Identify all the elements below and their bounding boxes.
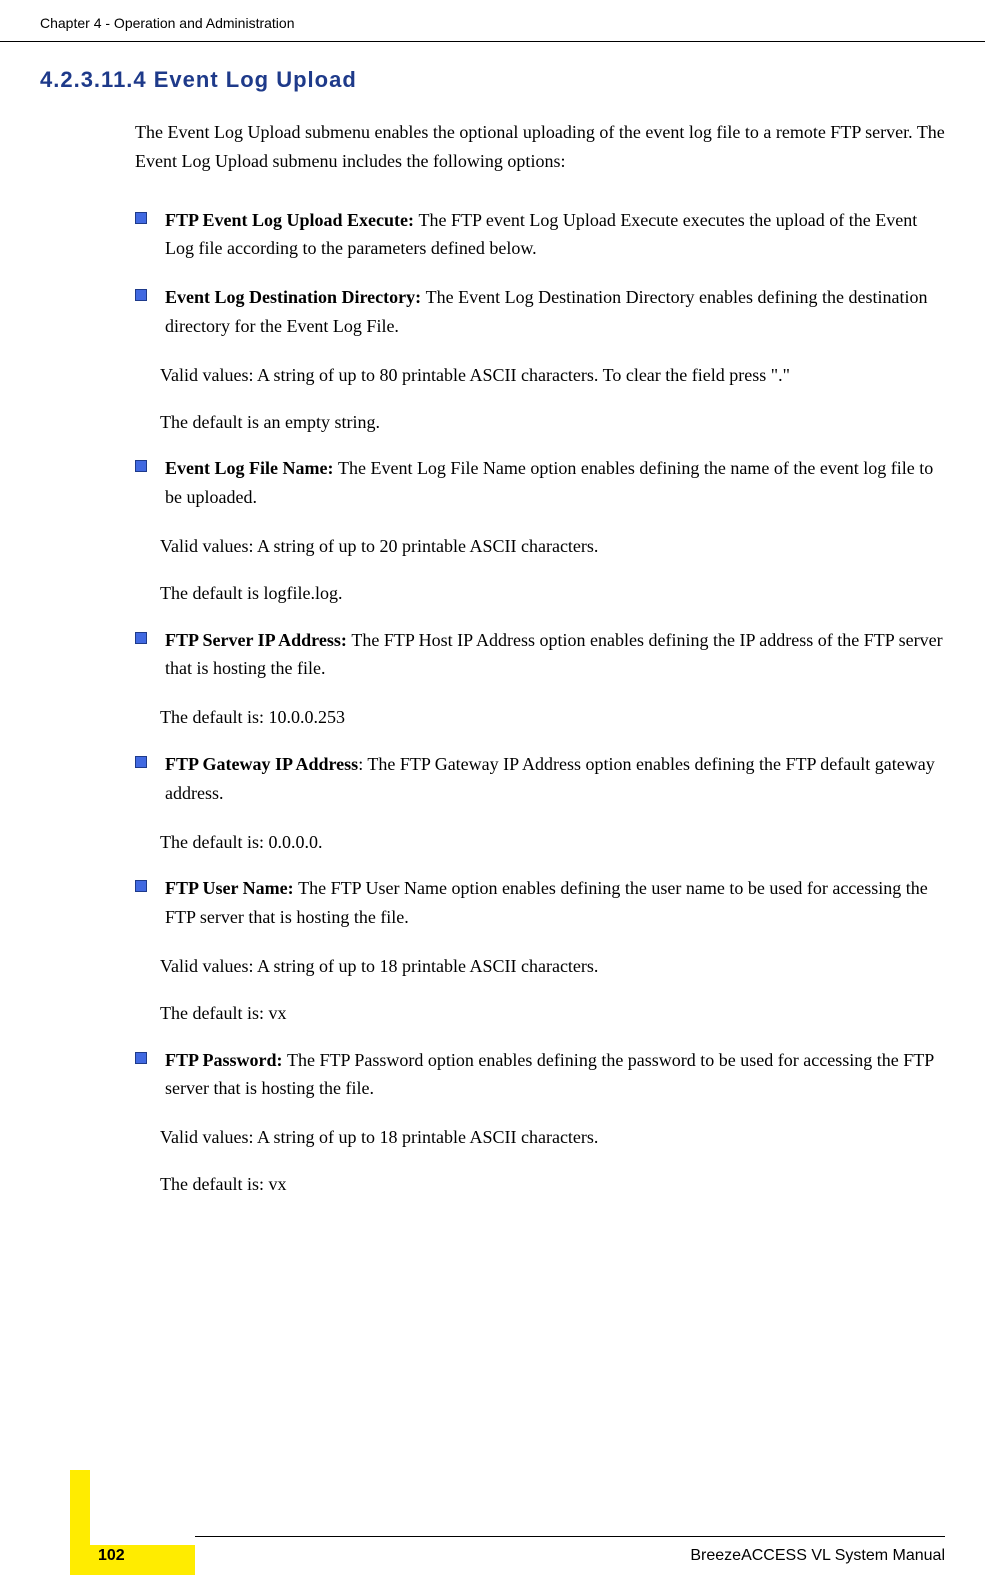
bullet-item: FTP Gateway IP Address: The FTP Gateway … (135, 750, 945, 808)
bullet-content: FTP Event Log Upload Execute: The FTP ev… (165, 206, 945, 264)
bullet-title: FTP User Name: (165, 878, 298, 898)
bullet-item: Event Log File Name: The Event Log File … (135, 454, 945, 512)
bullet-item: FTP Event Log Upload Execute: The FTP ev… (135, 206, 945, 264)
bullet-content: FTP User Name: The FTP User Name option … (165, 874, 945, 932)
bullet-marker-icon (135, 460, 147, 472)
bullet-title: FTP Gateway IP Address (165, 754, 358, 774)
bullet-content: FTP Server IP Address: The FTP Host IP A… (165, 626, 945, 684)
bullet-marker-icon (135, 212, 147, 224)
bullet-item: Event Log Destination Directory: The Eve… (135, 283, 945, 341)
page-content: 4.2.3.11.4 Event Log Upload The Event Lo… (0, 42, 985, 1199)
bullet-list: FTP Event Log Upload Execute: The FTP ev… (40, 206, 945, 1199)
intro-paragraph: The Event Log Upload submenu enables the… (135, 118, 945, 176)
sub-paragraph: The default is: 10.0.0.253 (160, 703, 945, 732)
bullet-marker-icon (135, 632, 147, 644)
sub-paragraph: The default is an empty string. (160, 408, 945, 437)
yellow-accent-block (70, 1545, 195, 1575)
bullet-title: Event Log File Name: (165, 458, 338, 478)
sub-paragraph: The default is logfile.log. (160, 579, 945, 608)
bullet-title: Event Log Destination Directory: (165, 287, 426, 307)
sub-paragraph: Valid values: A string of up to 80 print… (160, 361, 945, 390)
sub-paragraph: The default is: vx (160, 999, 945, 1028)
sub-paragraph: The default is: 0.0.0.0. (160, 828, 945, 857)
bullet-title: FTP Event Log Upload Execute: (165, 210, 419, 230)
bullet-content: FTP Gateway IP Address: The FTP Gateway … (165, 750, 945, 808)
bullet-item: FTP Password: The FTP Password option en… (135, 1046, 945, 1104)
sub-paragraph: Valid values: A string of up to 18 print… (160, 1123, 945, 1152)
footer-divider (195, 1536, 945, 1537)
bullet-marker-icon (135, 289, 147, 301)
bullet-title: FTP Password: (165, 1050, 287, 1070)
chapter-label: Chapter 4 - Operation and Administration (40, 15, 294, 31)
bullet-item: FTP Server IP Address: The FTP Host IP A… (135, 626, 945, 684)
page-number: 102 (98, 1547, 125, 1565)
page-footer: BreezeACCESS VL System Manual 102 (0, 1536, 985, 1565)
bullet-marker-icon (135, 1052, 147, 1064)
page-header: Chapter 4 - Operation and Administration (0, 0, 985, 42)
bullet-item: FTP User Name: The FTP User Name option … (135, 874, 945, 932)
bullet-marker-icon (135, 880, 147, 892)
bullet-content: Event Log File Name: The Event Log File … (165, 454, 945, 512)
bullet-content: FTP Password: The FTP Password option en… (165, 1046, 945, 1104)
section-heading: 4.2.3.11.4 Event Log Upload (40, 67, 945, 93)
bullet-content: Event Log Destination Directory: The Eve… (165, 283, 945, 341)
bullet-title: FTP Server IP Address: (165, 630, 351, 650)
sub-paragraph: Valid values: A string of up to 18 print… (160, 952, 945, 981)
sub-paragraph: Valid values: A string of up to 20 print… (160, 532, 945, 561)
bullet-marker-icon (135, 756, 147, 768)
sub-paragraph: The default is: vx (160, 1170, 945, 1199)
